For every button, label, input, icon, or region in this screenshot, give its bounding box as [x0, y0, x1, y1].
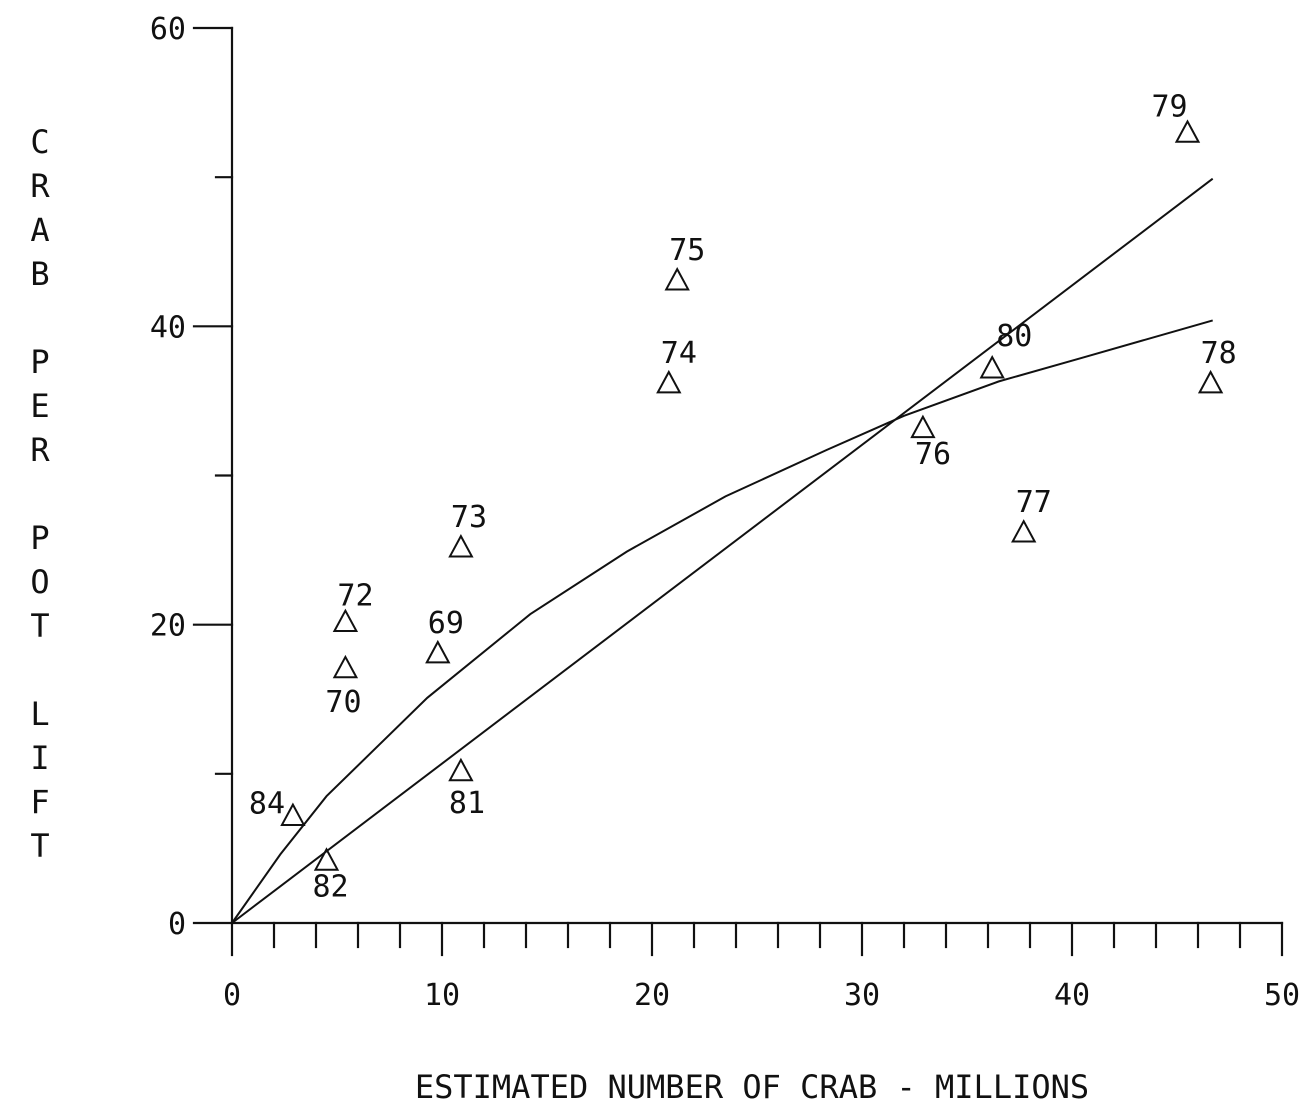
y-axis-title-letter: B	[30, 255, 49, 293]
y-axis-title-letter: R	[30, 167, 50, 205]
data-point	[1197, 369, 1224, 394]
point-label: 84	[249, 787, 285, 822]
y-tick-label: 60	[150, 12, 186, 47]
point-label: 82	[313, 869, 349, 904]
y-tick-label: 40	[150, 310, 186, 345]
y-axis-title-letter: L	[30, 695, 49, 733]
data-point	[425, 639, 451, 664]
point-label: 75	[669, 233, 705, 268]
data-point	[332, 654, 359, 679]
point-label: 72	[337, 579, 373, 614]
x-axis-title: ESTIMATED NUMBER OF CRAB - MILLIONS	[415, 1068, 1089, 1106]
point-label: 69	[428, 606, 464, 641]
y-axis-title-letter: P	[30, 519, 49, 557]
point-label: 74	[661, 336, 697, 371]
point-label: 70	[325, 685, 361, 720]
x-tick-label: 50	[1264, 978, 1300, 1013]
fit-line-2	[231, 319, 1213, 924]
point-label: 77	[1016, 485, 1052, 520]
point-label: 80	[996, 319, 1032, 354]
y-axis-title-letter: F	[30, 783, 49, 821]
data-point	[1011, 519, 1037, 543]
x-tick-label: 20	[634, 978, 670, 1013]
data-point	[448, 533, 474, 558]
data-point	[448, 757, 474, 782]
data-point	[656, 369, 682, 394]
y-axis-title-letter: O	[30, 563, 49, 601]
y-tick-label: 20	[150, 609, 186, 644]
point-label: 79	[1152, 89, 1188, 124]
y-axis-title-letter: T	[30, 827, 49, 865]
data-point	[1174, 119, 1201, 143]
x-tick-label: 30	[844, 978, 880, 1013]
y-axis-title-letter: A	[30, 211, 49, 249]
data-point	[979, 354, 1005, 379]
y-axis-title-letter: I	[30, 739, 49, 777]
data-point	[664, 266, 690, 291]
data-point	[910, 414, 936, 439]
point-label: 78	[1201, 336, 1237, 371]
y-tick-label: 0	[168, 907, 186, 942]
plot-area: 0 10 20 30 40 50 0 20 40 60 69 70 72 73 74 75 76 77 78 79 80…	[150, 12, 1300, 1013]
x-tick-label: 40	[1054, 978, 1090, 1013]
y-axis-title-letter: T	[30, 607, 49, 645]
y-axis-title-letter: E	[30, 387, 49, 425]
y-axis-title-letter: R	[30, 431, 50, 469]
point-label: 81	[449, 786, 485, 821]
point-label: 73	[451, 500, 487, 535]
point-label: 76	[915, 437, 951, 472]
data-point	[332, 608, 359, 633]
x-tick-label: 0	[223, 978, 241, 1013]
y-axis-title-letter: P	[30, 343, 49, 381]
data-point	[313, 847, 340, 871]
x-tick-label: 10	[424, 978, 460, 1013]
y-axis-title-letter: C	[30, 123, 49, 161]
fit-line-1	[231, 177, 1214, 924]
data-point	[280, 802, 306, 826]
